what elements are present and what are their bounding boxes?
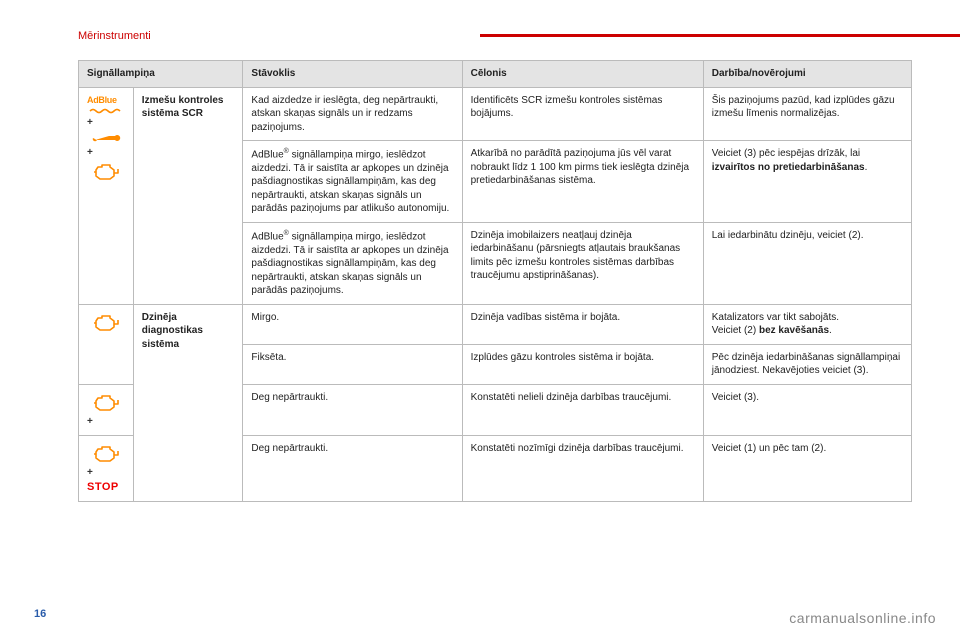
- lamp-name-cell: Izmešu kontroles sistēma SCR: [133, 87, 243, 304]
- cause-cell: Izplūdes gāzu kontroles sistēma ir bojāt…: [462, 344, 703, 384]
- action-post: .: [865, 162, 868, 173]
- page-number: 16: [34, 608, 46, 620]
- status-cell: Fiksēta.: [243, 344, 462, 384]
- cause-cell: Dzinēja imobilaizers neatļauj dzinēja ie…: [462, 222, 703, 304]
- engine-icon: [92, 393, 120, 413]
- plus-icon: +: [87, 415, 125, 429]
- plus-icon: +: [87, 116, 125, 130]
- header-red-bar: [480, 34, 960, 37]
- header-lamp: Signāllampiņa: [79, 61, 243, 88]
- action-pre: Veiciet (2): [712, 325, 759, 336]
- action-cell: Šis paziņojums pazūd, kad izplūdes gāzu …: [703, 87, 911, 141]
- table-row: AdBlue + + Izmešu kontroles sistēma SCR …: [79, 87, 912, 141]
- action-bold: bez kavēšanās: [759, 325, 829, 336]
- status-cell: Mirgo.: [243, 304, 462, 344]
- status-adblue: AdBlue: [251, 231, 283, 242]
- action-cell: Pēc dzinēja iedarbināšanas signāllampiņa…: [703, 344, 911, 384]
- plus-icon: +: [87, 466, 125, 480]
- action-bold: izvairītos no pretiedarbināšanas: [712, 162, 865, 173]
- plus-icon: +: [87, 146, 125, 160]
- stop-icon: STOP: [87, 481, 119, 493]
- status-cell: Kad aizdedze ir ieslēgta, deg nepārtrauk…: [243, 87, 462, 141]
- warning-lamp-table: Signāllampiņa Stāvoklis Cēlonis Darbība/…: [78, 60, 912, 502]
- table-row: Dzinēja diagnostikas sistēma Mirgo. Dzin…: [79, 304, 912, 344]
- action-cell: Veiciet (1) un pēc tam (2).: [703, 435, 911, 501]
- lamp-name: Dzinēja diagnostikas sistēma: [142, 312, 203, 350]
- icon-cell-engine-plus: +: [79, 384, 134, 435]
- header-cause: Cēlonis: [462, 61, 703, 88]
- table-header-row: Signāllampiņa Stāvoklis Cēlonis Darbība/…: [79, 61, 912, 88]
- icon-cell-engine-stop: + STOP: [79, 435, 134, 501]
- cause-cell: Konstatēti nozīmīgi dzinēja darbības tra…: [462, 435, 703, 501]
- action-cell: Katalizators var tikt sabojāts. Veiciet …: [703, 304, 911, 344]
- status-cell: AdBlue® signāllampiņa mirgo, ieslēdzot a…: [243, 222, 462, 304]
- action-post: .: [829, 325, 832, 336]
- adblue-wave-icon: [89, 108, 123, 114]
- section-header: Mērinstrumenti: [78, 30, 151, 42]
- status-cell: Deg nepārtraukti.: [243, 384, 462, 435]
- cause-cell: Dzinēja vadības sistēma ir bojāta.: [462, 304, 703, 344]
- engine-icon: [92, 444, 120, 464]
- engine-icon: [92, 162, 120, 182]
- action-cell: Lai iedarbinātu dzinēju, veiciet (2).: [703, 222, 911, 304]
- action-cell: Veiciet (3) pēc iespējas drīzāk, lai izv…: [703, 141, 911, 223]
- status-adblue: AdBlue: [251, 149, 283, 160]
- action-pre: Veiciet (3) pēc iespējas drīzāk, lai: [712, 148, 860, 159]
- watermark: carmanualsonline.info: [789, 610, 936, 626]
- cause-cell: Konstatēti nelieli dzinēja darbības trau…: [462, 384, 703, 435]
- icon-cell-adblue: AdBlue + +: [79, 87, 134, 304]
- status-cell: Deg nepārtraukti.: [243, 435, 462, 501]
- adblue-icon: AdBlue: [87, 95, 117, 105]
- lamp-name: Izmešu kontroles sistēma SCR: [142, 95, 224, 120]
- action-cell: Veiciet (3).: [703, 384, 911, 435]
- lamp-name-cell: Dzinēja diagnostikas sistēma: [133, 304, 243, 501]
- cause-cell: Identificēts SCR izmešu kontroles sistēm…: [462, 87, 703, 141]
- action-line: Katalizators var tikt sabojāts.: [712, 311, 903, 325]
- header-action: Darbība/novērojumi: [703, 61, 911, 88]
- cause-cell: Atkarībā no parādītā paziņojuma jūs vēl …: [462, 141, 703, 223]
- engine-icon: [92, 313, 120, 333]
- header-status: Stāvoklis: [243, 61, 462, 88]
- icon-cell-engine: [79, 304, 134, 384]
- status-cell: AdBlue® signāllampiņa mirgo, ieslēdzot a…: [243, 141, 462, 223]
- wrench-icon: [91, 132, 121, 144]
